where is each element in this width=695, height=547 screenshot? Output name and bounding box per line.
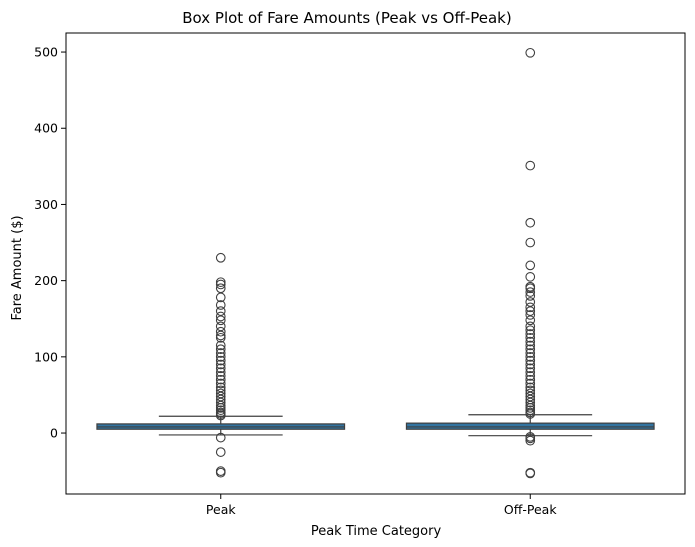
outlier-point (215, 340, 226, 351)
y-tick-label: 400 (34, 121, 58, 136)
outlier-point (525, 336, 536, 347)
outlier-point (215, 385, 226, 396)
outlier-point (525, 382, 536, 393)
x-axis-label: Peak Time Category (311, 524, 442, 539)
outlier-point (525, 321, 536, 332)
outlier-point (525, 160, 536, 171)
outlier-point (525, 287, 536, 297)
outlier-point (215, 332, 226, 343)
outlier-point (525, 344, 536, 355)
outlier-point (215, 371, 226, 381)
outlier-point (215, 277, 226, 288)
box-group-off-peak (405, 47, 655, 479)
outlier-point (215, 378, 226, 389)
outlier-point (525, 340, 536, 351)
outlier-point (215, 283, 226, 294)
x-tick-label: Off-Peak (504, 502, 557, 517)
outlier-point (215, 351, 226, 362)
axes-frame (65, 32, 686, 495)
outlier-point (215, 300, 226, 310)
outlier-point (215, 306, 226, 316)
outlier-point (525, 363, 536, 374)
outlier-point (525, 271, 536, 282)
outlier-point (215, 388, 226, 399)
outlier-point (525, 388, 536, 399)
outlier-point (215, 405, 226, 416)
outlier-point (525, 355, 536, 366)
outlier-point (525, 374, 536, 385)
outlier-point (525, 217, 536, 228)
outlier-point (525, 378, 536, 389)
outlier-point (525, 371, 536, 381)
outlier-point (215, 363, 226, 374)
outlier-point (525, 433, 536, 444)
outlier-point (215, 348, 226, 358)
y-tick-label: 0 (50, 426, 58, 441)
outlier-point (215, 374, 226, 385)
outlier-point (215, 367, 226, 377)
outlier-point (525, 47, 536, 58)
chart-title: Box Plot of Fare Amounts (Peak vs Off-Pe… (182, 9, 511, 27)
outlier-point (215, 432, 226, 443)
box (405, 422, 655, 430)
outlier-point (525, 468, 536, 479)
outlier-point (215, 447, 226, 457)
outlier-point (525, 329, 536, 339)
x-tick-label: Peak (206, 502, 236, 517)
y-tick-label: 200 (34, 273, 58, 288)
outlier-point (525, 281, 536, 292)
outlier-point (525, 351, 536, 362)
outlier-point (525, 435, 536, 446)
outlier-point (215, 382, 226, 393)
outlier-point (525, 359, 536, 370)
y-tick-label: 300 (34, 197, 58, 212)
outlier-point (525, 348, 536, 358)
outlier-point (525, 332, 536, 343)
outlier-point (215, 467, 226, 478)
outlier-point (215, 311, 226, 322)
outlier-point (525, 260, 536, 271)
outlier-point (215, 344, 226, 355)
outlier-point (525, 302, 536, 313)
outlier-point (215, 279, 226, 290)
outlier-point (525, 385, 536, 396)
box-group-peak (96, 252, 346, 478)
outlier-point (215, 407, 226, 418)
outlier-point (525, 237, 536, 248)
y-tick-label: 100 (34, 349, 58, 364)
y-axis-label: Fare Amount ($) (10, 215, 25, 320)
outlier-point (525, 310, 536, 320)
outlier-point (215, 326, 226, 337)
plot-area: 0 100 200 300 400 500 Peak Off-Peak (34, 45, 655, 517)
outlier-point (525, 407, 536, 418)
outlier-point (525, 297, 536, 307)
outlier-point (215, 321, 226, 332)
outlier-point (525, 325, 536, 336)
outlier-point (215, 355, 226, 366)
outlier-point (525, 367, 536, 377)
y-tick-label: 500 (34, 45, 58, 60)
outlier-point (215, 359, 226, 370)
outlier-point (525, 405, 536, 416)
outlier-point (215, 252, 226, 263)
